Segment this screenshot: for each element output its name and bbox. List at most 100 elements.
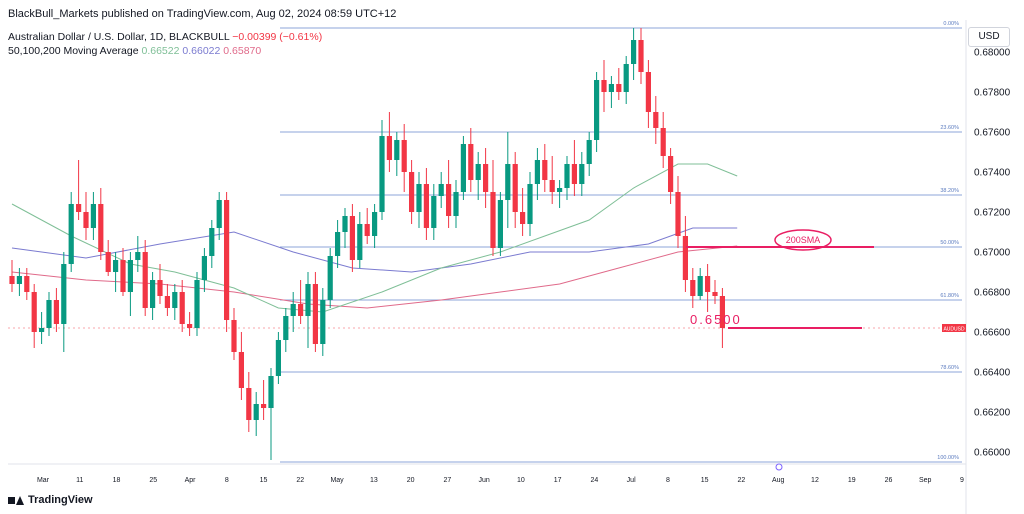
candle-body <box>342 216 348 232</box>
candle-body <box>697 276 703 296</box>
candle <box>194 272 200 336</box>
y-tick-label: 0.67200 <box>974 208 1011 219</box>
candle <box>327 248 333 308</box>
candle <box>401 124 407 192</box>
x-tick-label: Jun <box>478 477 489 484</box>
candle-body <box>460 144 466 192</box>
candle-body <box>349 216 355 260</box>
candle <box>423 168 429 240</box>
candle-body <box>675 192 681 236</box>
candle-body <box>150 280 156 308</box>
y-tick-label: 0.67400 <box>974 168 1011 179</box>
candle-body <box>638 40 644 72</box>
candle <box>342 208 348 248</box>
tradingview-brand[interactable]: TradingView <box>8 494 93 506</box>
candle-body <box>357 224 363 260</box>
x-tick-label: 27 <box>443 477 451 484</box>
ma50-line <box>11 163 738 313</box>
candle-body <box>446 184 452 216</box>
legend-ma100-value: 0.66022 <box>182 45 221 57</box>
candle <box>127 252 133 316</box>
y-tick-label: 0.67600 <box>974 128 1011 139</box>
x-tick-label: 15 <box>260 477 268 484</box>
candle-body <box>275 340 281 376</box>
candle-body <box>201 256 207 280</box>
candle-body <box>298 304 304 316</box>
candle <box>83 192 89 240</box>
candle-body <box>39 328 45 332</box>
candle-body <box>231 320 237 352</box>
legend-ma-row: 50,100,200 Moving Average 0.66522 0.6602… <box>8 44 322 58</box>
candle-body <box>542 160 548 180</box>
y-tick-label: 0.66000 <box>974 448 1011 459</box>
candle-body <box>564 164 570 188</box>
x-tick-label: 22 <box>296 477 304 484</box>
legend-symbol-row: Australian Dollar / U.S. Dollar, 1D, BLA… <box>8 30 322 44</box>
candle-body <box>527 184 533 224</box>
candle <box>275 332 281 384</box>
candle-body <box>505 164 511 200</box>
candle-body <box>98 204 104 252</box>
candle-body <box>31 292 37 332</box>
candle <box>16 268 22 296</box>
candle-body <box>601 80 607 92</box>
currency-button[interactable]: USD <box>968 27 1010 47</box>
candle <box>39 312 45 344</box>
candle <box>46 292 52 336</box>
x-tick-label: 11 <box>76 477 83 484</box>
candle-body <box>113 260 119 272</box>
fib-level-label: 0.00% <box>943 21 959 27</box>
candle <box>305 272 311 348</box>
candle <box>231 308 237 360</box>
annotation-200sma-label: 200SMA <box>786 235 821 245</box>
candle-body <box>653 112 659 128</box>
candle <box>557 180 563 208</box>
candle-body <box>512 164 518 212</box>
candle <box>475 152 481 200</box>
candle-body <box>372 212 378 236</box>
candle <box>53 288 59 332</box>
x-tick-label: 13 <box>370 477 378 484</box>
x-tick-label: Sep <box>919 477 932 484</box>
candle-body <box>268 376 274 408</box>
candle-body <box>586 140 592 164</box>
candle-body <box>327 256 333 300</box>
candle <box>394 132 400 176</box>
candle-body <box>61 264 67 324</box>
candle <box>653 96 659 144</box>
x-tick-label: May <box>330 477 344 484</box>
candle <box>179 280 185 332</box>
legend-ma200-value: 0.65870 <box>223 45 262 57</box>
tradingview-logo-icon <box>8 495 24 505</box>
candle <box>460 136 466 200</box>
candle <box>90 192 96 240</box>
candle <box>483 148 489 208</box>
candle <box>372 204 378 248</box>
candle <box>712 280 718 304</box>
candle-body <box>312 284 318 344</box>
candle-body <box>660 128 666 156</box>
candle-body <box>571 164 577 184</box>
candle-body <box>409 172 415 212</box>
candle <box>690 268 696 308</box>
candle-body <box>135 252 141 260</box>
x-tick-label: 19 <box>848 477 856 484</box>
candle <box>512 152 518 228</box>
candle-body <box>209 228 215 256</box>
candle <box>438 172 444 208</box>
candle <box>98 188 104 260</box>
candle <box>416 172 422 228</box>
candle-body <box>216 200 222 228</box>
candle <box>349 204 355 272</box>
candle <box>113 252 119 292</box>
candle <box>409 160 415 224</box>
candle <box>527 172 533 236</box>
candle-body <box>224 200 230 320</box>
candle <box>76 160 82 220</box>
annotation-level-label: 0.6500 <box>690 312 742 327</box>
candle <box>719 288 725 348</box>
brand-label: TradingView <box>28 494 93 506</box>
candle-body <box>283 316 289 340</box>
candle-body <box>364 224 370 236</box>
